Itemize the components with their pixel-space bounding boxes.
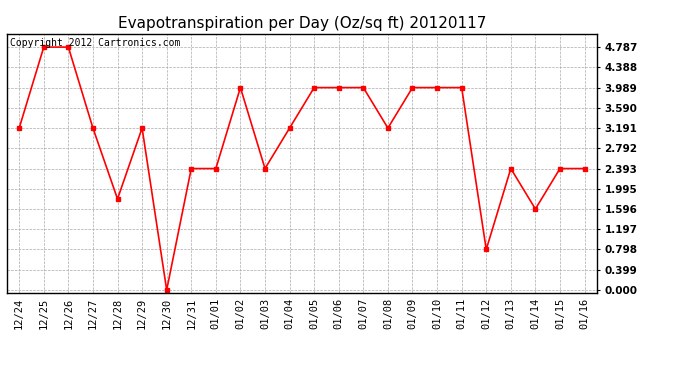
- Text: Copyright 2012 Cartronics.com: Copyright 2012 Cartronics.com: [10, 38, 180, 48]
- Title: Evapotranspiration per Day (Oz/sq ft) 20120117: Evapotranspiration per Day (Oz/sq ft) 20…: [118, 16, 486, 31]
